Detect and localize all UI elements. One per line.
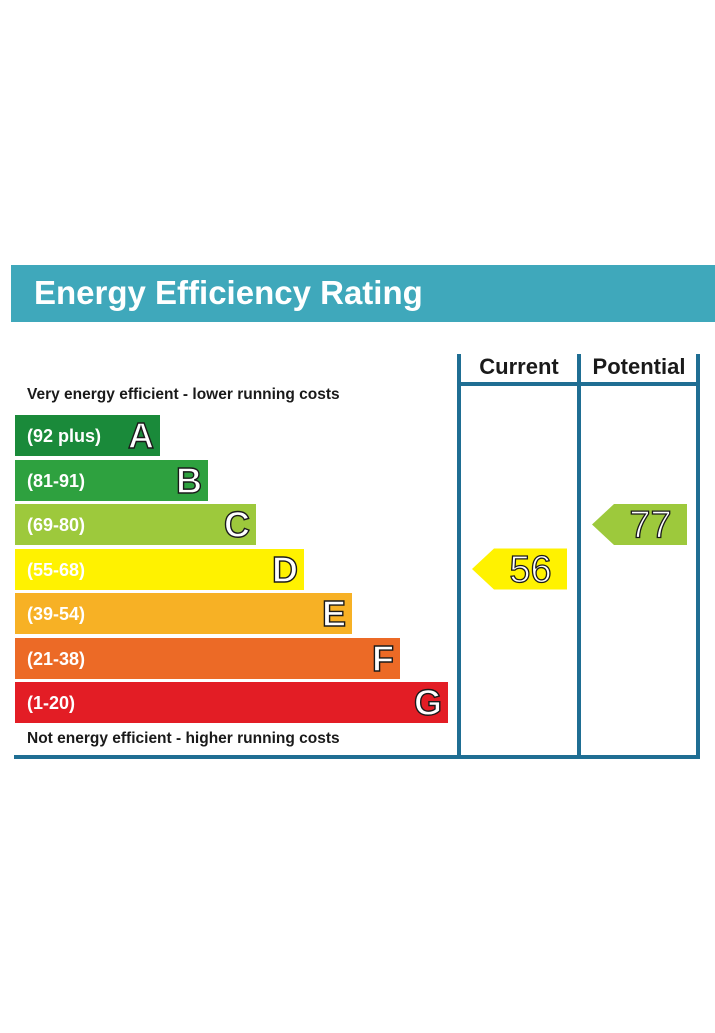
band-e: (39-54) E [15,592,352,635]
band-range-label: (92 plus) [27,426,102,446]
chart-title: Energy Efficiency Rating [34,274,423,311]
band-letter-label: G [413,681,442,723]
rating-value-label: 77 [629,505,671,547]
band-range-label: (39-54) [27,604,86,624]
rating-arrow-current: 56 [472,548,567,592]
column-header-potential: Potential [592,354,686,379]
band-letter-label: E [321,592,346,634]
column-header-current: Current [479,354,559,379]
band-g: (1-20) G [15,681,448,724]
chart-header: Energy Efficiency Rating [11,265,715,322]
band-letter-label: A [127,414,154,456]
top-note: Very energy efficient - lower running co… [27,386,340,403]
band-b: (81-91) B [15,459,208,501]
rating-arrow-shape [472,548,567,590]
band-letter-label: F [371,637,394,679]
band-letter-label: C [223,503,250,545]
band-f: (21-38) F [15,637,400,679]
rating-value-label: 56 [509,549,551,591]
band-letter-label: D [271,548,298,590]
band-range-label: (1-20) [27,693,76,713]
bottom-note: Not energy efficient - higher running co… [27,730,340,747]
rating-arrow-potential: 77 [592,504,687,547]
band-d: (55-68) D [15,548,304,590]
band-letter-label: B [175,459,202,501]
rating-arrow-shape [592,504,687,545]
band-range-label: (81-91) [27,470,86,491]
band-range-label: (55-68) [27,559,86,580]
band-c: (69-80) C [15,503,256,546]
band-range-label: (69-80) [27,515,86,535]
band-range-label: (21-38) [27,648,86,669]
band-a: (92 plus) A [15,414,160,457]
